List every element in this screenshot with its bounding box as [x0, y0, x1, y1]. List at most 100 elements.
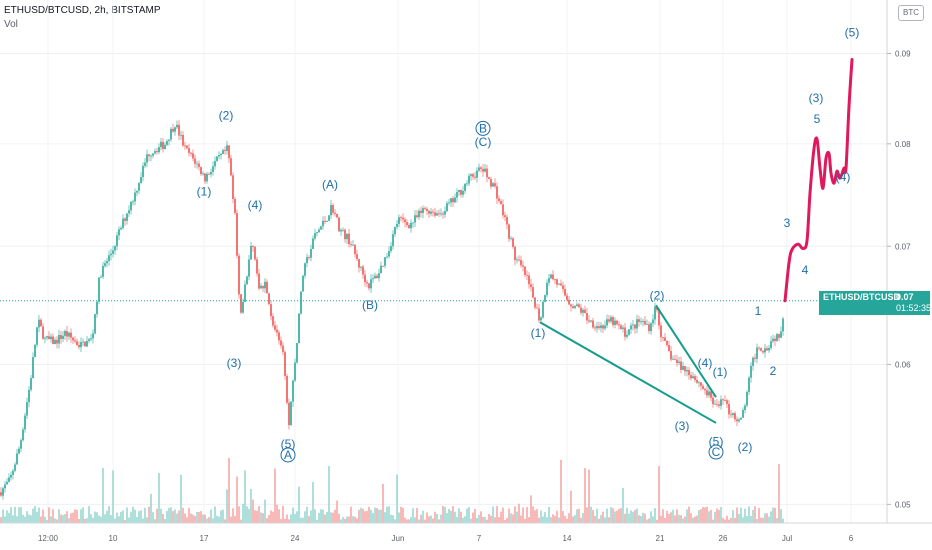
- volume-indicator-label[interactable]: Vol: [4, 19, 18, 30]
- candle-body: [230, 158, 232, 176]
- volume-bar: [184, 513, 186, 523]
- wave-label-16: C: [712, 445, 721, 459]
- volume-bar: [154, 519, 156, 523]
- volume-bar: [364, 511, 366, 523]
- candle-body: [340, 230, 342, 232]
- candle-body: [726, 400, 728, 404]
- volume-bar: [86, 518, 88, 523]
- candle-body: [528, 275, 530, 285]
- volume-bar: [656, 519, 658, 523]
- candle-body: [740, 417, 742, 420]
- volume-bar: [612, 508, 614, 523]
- candle-body: [10, 474, 12, 478]
- candle-body: [538, 308, 540, 321]
- volume-bar: [274, 468, 276, 523]
- candle-body: [24, 415, 26, 430]
- volume-bar: [520, 515, 522, 523]
- volume-bar: [584, 467, 586, 523]
- candle-body: [746, 391, 748, 406]
- volume-bar: [316, 519, 318, 523]
- candle-body: [198, 163, 200, 168]
- time-tick-label-2: 17: [200, 534, 209, 543]
- volume-bar: [192, 514, 194, 523]
- candle-body: [176, 124, 178, 128]
- wave-label-4: (5): [281, 437, 296, 451]
- volume-bar: [328, 465, 330, 523]
- currency-badge[interactable]: BTC: [898, 5, 924, 21]
- candle-body: [480, 167, 482, 169]
- volume-bar: [362, 508, 364, 523]
- candle-body: [132, 201, 134, 203]
- candle-body: [640, 321, 642, 323]
- volume-bar: [182, 507, 184, 523]
- candle-body: [766, 348, 768, 351]
- volume-bar: [642, 512, 644, 523]
- volume-bar: [30, 515, 32, 523]
- volume-bar: [368, 506, 370, 523]
- candle-body: [274, 325, 276, 330]
- volume-bar: [394, 519, 396, 523]
- volume-bar: [522, 507, 524, 523]
- wave-circle-8: [475, 120, 491, 136]
- volume-bar: [118, 516, 120, 523]
- candle-body: [608, 319, 610, 322]
- candle-body: [434, 212, 436, 216]
- volume-bar: [22, 514, 24, 523]
- volume-bar: [288, 519, 290, 523]
- volume-bar: [644, 513, 646, 523]
- chart-title: ETHUSD/BTCUSD, 2h, BITSTAMP: [4, 5, 161, 16]
- volume-bar: [228, 457, 230, 523]
- candle-body: [246, 276, 248, 285]
- volume-bar: [780, 509, 782, 523]
- candle-body: [318, 229, 320, 233]
- candle-body: [400, 217, 402, 219]
- volume-bar: [278, 509, 280, 523]
- candle-body: [74, 340, 76, 342]
- candle-body: [504, 215, 506, 218]
- volume-bar: [730, 517, 732, 523]
- time-tick-label-5: 7: [477, 534, 482, 543]
- volume-bar: [6, 510, 8, 523]
- volume-bar: [650, 511, 652, 523]
- candle-body: [760, 348, 762, 351]
- candle-body: [254, 246, 256, 260]
- candle-body: [338, 217, 340, 232]
- candle-body: [120, 227, 122, 230]
- candle-body: [592, 320, 594, 328]
- volume-bar: [276, 504, 278, 523]
- volume-bar: [464, 516, 466, 523]
- candle-body: [144, 162, 146, 166]
- candle-body: [566, 295, 568, 300]
- volume-bar: [416, 508, 418, 523]
- candle-body: [334, 212, 336, 214]
- volume-bar: [152, 512, 154, 523]
- candle-body: [492, 183, 494, 187]
- volume-bar: [756, 518, 758, 523]
- volume-bar: [348, 516, 350, 523]
- candle-body: [662, 337, 664, 338]
- volume-bar: [308, 516, 310, 523]
- volume-bar: [422, 510, 424, 523]
- volume-bar: [158, 472, 160, 523]
- candle-body: [310, 248, 312, 258]
- volume-bar: [774, 507, 776, 523]
- volume-bar: [732, 510, 734, 523]
- candle-body: [130, 201, 132, 211]
- wave-label-0: (2): [219, 108, 234, 122]
- time-tick-label-9: Jul: [782, 534, 792, 543]
- volume-bar: [622, 488, 624, 523]
- candle-body: [126, 213, 128, 221]
- candle-body: [564, 289, 566, 296]
- candle-body: [226, 145, 228, 151]
- candle-body: [180, 134, 182, 136]
- candle-body: [718, 404, 720, 406]
- volume-bar: [690, 513, 692, 523]
- volume-bar: [96, 512, 98, 523]
- candle-body: [128, 210, 130, 214]
- volume-bar: [512, 514, 514, 523]
- candle-body: [174, 127, 176, 132]
- volume-bar: [576, 509, 578, 523]
- volume-bar: [712, 519, 714, 523]
